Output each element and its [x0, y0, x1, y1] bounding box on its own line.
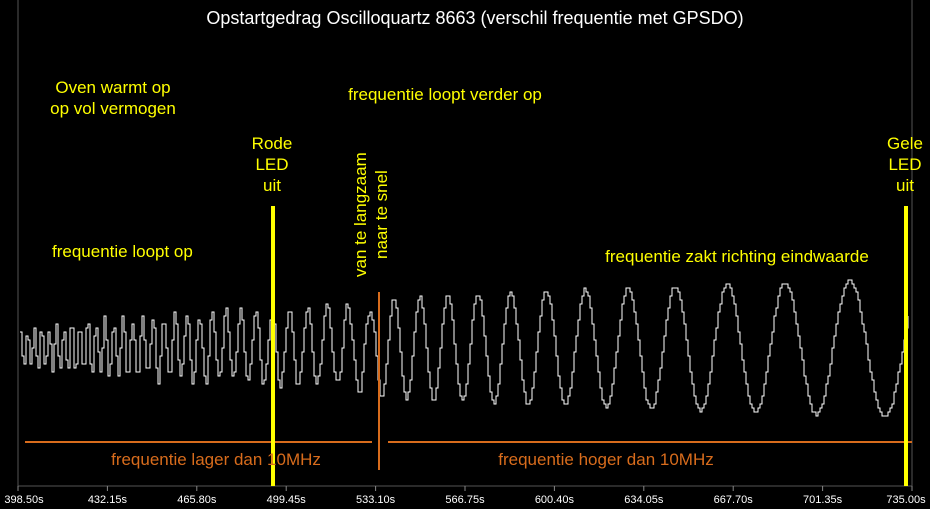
freq-up-annotation: frequentie loopt op [52, 242, 193, 261]
x-tick-label: 634.05s [624, 494, 664, 506]
x-tick-label: 432.15s [88, 494, 128, 506]
x-tick-labels: 398.50s 432.15s 465.80s 499.45s 533.10s 566.7… [4, 486, 926, 506]
gele-annotation-2: LED [888, 155, 921, 174]
freq-down-annotation: frequentie zakt richting eindwaarde [605, 247, 869, 266]
x-tick-label: 533.10s [356, 494, 396, 506]
x-tick-label: 600.40s [535, 494, 575, 506]
x-tick-label: 499.45s [267, 494, 307, 506]
slow-to-fast-annotation-1: van te langzaam [351, 152, 370, 277]
chart-title: Opstartgedrag Oscilloquartz 8663 (versch… [206, 8, 743, 28]
oven-annotation-line1: Oven warmt op [55, 78, 170, 97]
lower-annotation: frequentie lager dan 10MHz [111, 450, 321, 469]
x-tick-label: 701.35s [803, 494, 843, 506]
gele-annotation-3: uit [896, 176, 914, 195]
slow-to-fast-annotation-2: naar te snel [372, 170, 391, 259]
rode-annotation-2: LED [255, 155, 288, 174]
rode-annotation-1: Rode [252, 134, 293, 153]
oven-annotation-line2: op vol vermogen [50, 99, 176, 118]
x-tick-label: 465.80s [177, 494, 217, 506]
x-tick-label: 398.50s [4, 494, 44, 506]
frequency-trace [20, 279, 909, 417]
x-tick-label: 566.75s [445, 494, 485, 506]
higher-annotation: frequentie hoger dan 10MHz [498, 450, 713, 469]
x-tick-label: 667.70s [714, 494, 754, 506]
freq-further-annotation: frequentie loopt verder op [348, 85, 542, 104]
gele-annotation-1: Gele [887, 134, 923, 153]
rode-annotation-3: uit [263, 176, 281, 195]
x-tick-label: 735.00s [886, 494, 926, 506]
